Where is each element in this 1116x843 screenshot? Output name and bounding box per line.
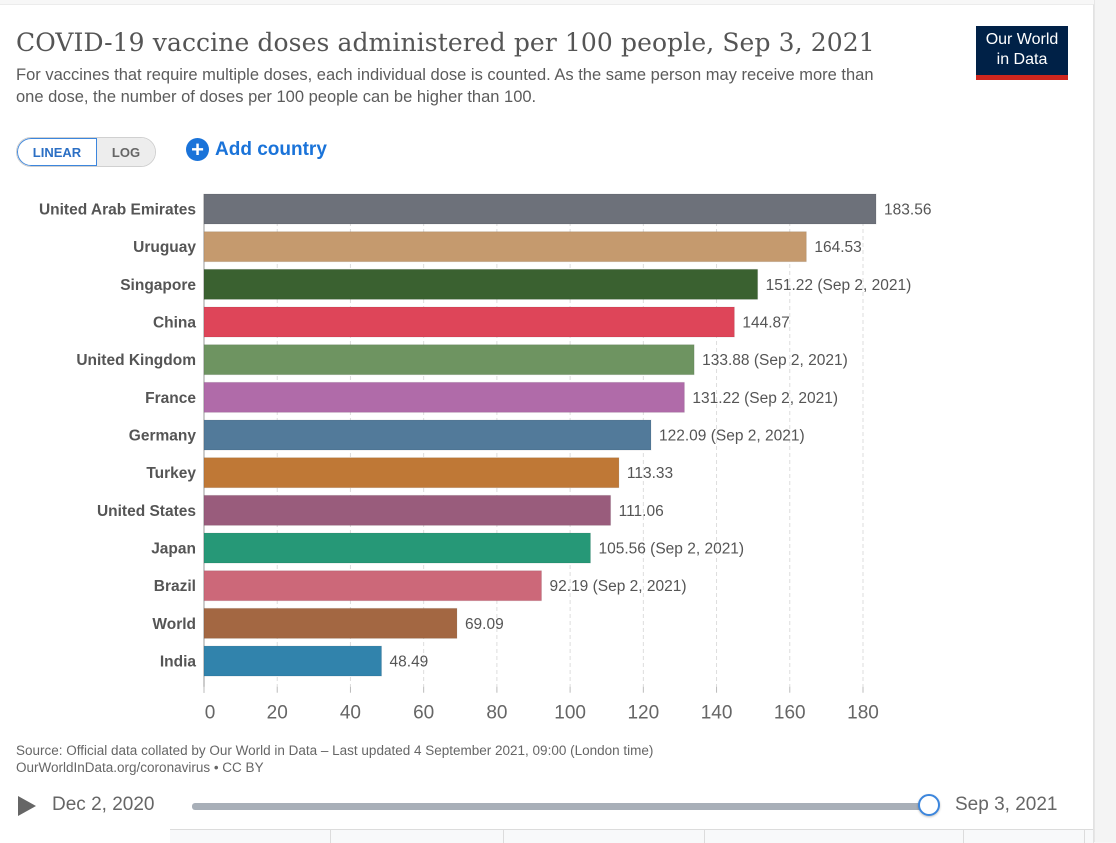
bottom-tab[interactable] — [504, 830, 705, 843]
x-tick-label: 20 — [267, 703, 288, 724]
scrollbar[interactable] — [1094, 0, 1116, 842]
x-tick-label: 140 — [701, 703, 733, 724]
bar[interactable] — [203, 419, 652, 451]
value-label: 164.53 — [814, 239, 861, 256]
chart-subtitle: For vaccines that require multiple doses… — [16, 66, 874, 106]
logo-red-bar — [976, 75, 1068, 80]
bottom-tab[interactable] — [331, 830, 504, 843]
bottom-tab[interactable] — [170, 830, 331, 843]
timeline-slider-track[interactable] — [192, 803, 932, 810]
category-label: Singapore — [120, 277, 196, 294]
value-label: 69.09 — [465, 616, 504, 633]
x-tick-label: 40 — [340, 703, 361, 724]
bar[interactable] — [203, 231, 807, 263]
logo-line-1: Our World — [985, 31, 1059, 48]
category-label: China — [153, 315, 196, 332]
bar[interactable] — [203, 457, 620, 489]
bar[interactable] — [203, 193, 877, 225]
value-label: 133.88 (Sep 2, 2021) — [702, 352, 848, 369]
bar[interactable] — [203, 494, 612, 526]
bar-chart: United Arab Emirates 183.56 Uruguay 164.53 S… — [39, 193, 931, 724]
bar[interactable] — [203, 381, 685, 413]
category-label: India — [160, 654, 197, 671]
timeline-end-label: Sep 3, 2021 — [955, 794, 1058, 815]
bar[interactable] — [203, 532, 591, 564]
bar[interactable] — [203, 306, 735, 338]
source-text: Source: Official data collated by Our Wo… — [16, 743, 654, 758]
value-label: 105.56 (Sep 2, 2021) — [598, 541, 744, 558]
bar[interactable] — [203, 645, 383, 677]
bar[interactable] — [203, 344, 695, 376]
bar[interactable] — [203, 570, 543, 602]
add-country-label: Add country — [215, 138, 327, 160]
value-label: 144.87 — [742, 315, 789, 332]
chart-title: COVID-19 vaccine doses administered per … — [16, 28, 875, 57]
play-icon[interactable] — [18, 796, 36, 816]
category-label: Germany — [129, 428, 197, 445]
value-label: 111.06 — [619, 503, 664, 520]
value-label: 48.49 — [390, 654, 429, 671]
category-label: United Kingdom — [76, 352, 196, 369]
category-label: Uruguay — [133, 239, 196, 256]
value-label: 151.22 (Sep 2, 2021) — [766, 277, 912, 294]
source-note: Source: Official data collated by Our Wo… — [16, 742, 653, 776]
value-label: 113.33 — [627, 465, 673, 482]
log-scale-button[interactable]: LOG — [97, 138, 155, 166]
scale-toggle: LINEAR LOG — [16, 137, 156, 167]
plus-circle-icon: + — [186, 138, 209, 161]
value-label: 92.19 (Sep 2, 2021) — [550, 578, 687, 595]
x-tick-label: 120 — [627, 703, 659, 724]
bar[interactable] — [203, 268, 759, 300]
value-label: 183.56 — [884, 202, 931, 219]
category-label: Brazil — [154, 578, 196, 595]
category-label: France — [145, 390, 196, 407]
timeline-slider-handle[interactable] — [918, 794, 940, 816]
add-country-button[interactable]: + Add country — [186, 138, 327, 161]
x-tick-label: 160 — [774, 703, 806, 724]
category-label: Turkey — [146, 465, 196, 482]
bottom-tab-bar — [170, 829, 1093, 843]
bottom-tab[interactable] — [705, 830, 964, 843]
category-label: United Arab Emirates — [39, 202, 196, 219]
x-tick-label: 100 — [554, 703, 586, 724]
value-label: 131.22 (Sep 2, 2021) — [692, 390, 838, 407]
timeline-start-label: Dec 2, 2020 — [52, 794, 155, 815]
x-tick-label: 180 — [847, 703, 879, 724]
x-tick-label: 60 — [413, 703, 434, 724]
logo-line-2: in Data — [996, 51, 1048, 68]
value-label: 122.09 (Sep 2, 2021) — [659, 428, 805, 445]
x-tick-label: 0 — [205, 703, 216, 724]
linear-scale-button[interactable]: LINEAR — [17, 138, 97, 166]
category-label: United States — [97, 503, 196, 520]
category-label: Japan — [151, 541, 196, 558]
category-label: World — [152, 616, 196, 633]
bottom-tab[interactable] — [964, 830, 1085, 843]
source-link[interactable]: OurWorldInData.org/coronavirus • CC BY — [16, 760, 264, 775]
x-tick-label: 80 — [486, 703, 507, 724]
timeline: Dec 2, 2020 Sep 3, 2021 — [0, 790, 1093, 824]
owid-logo[interactable]: Our World in Data — [976, 26, 1068, 80]
bar[interactable] — [203, 607, 458, 639]
